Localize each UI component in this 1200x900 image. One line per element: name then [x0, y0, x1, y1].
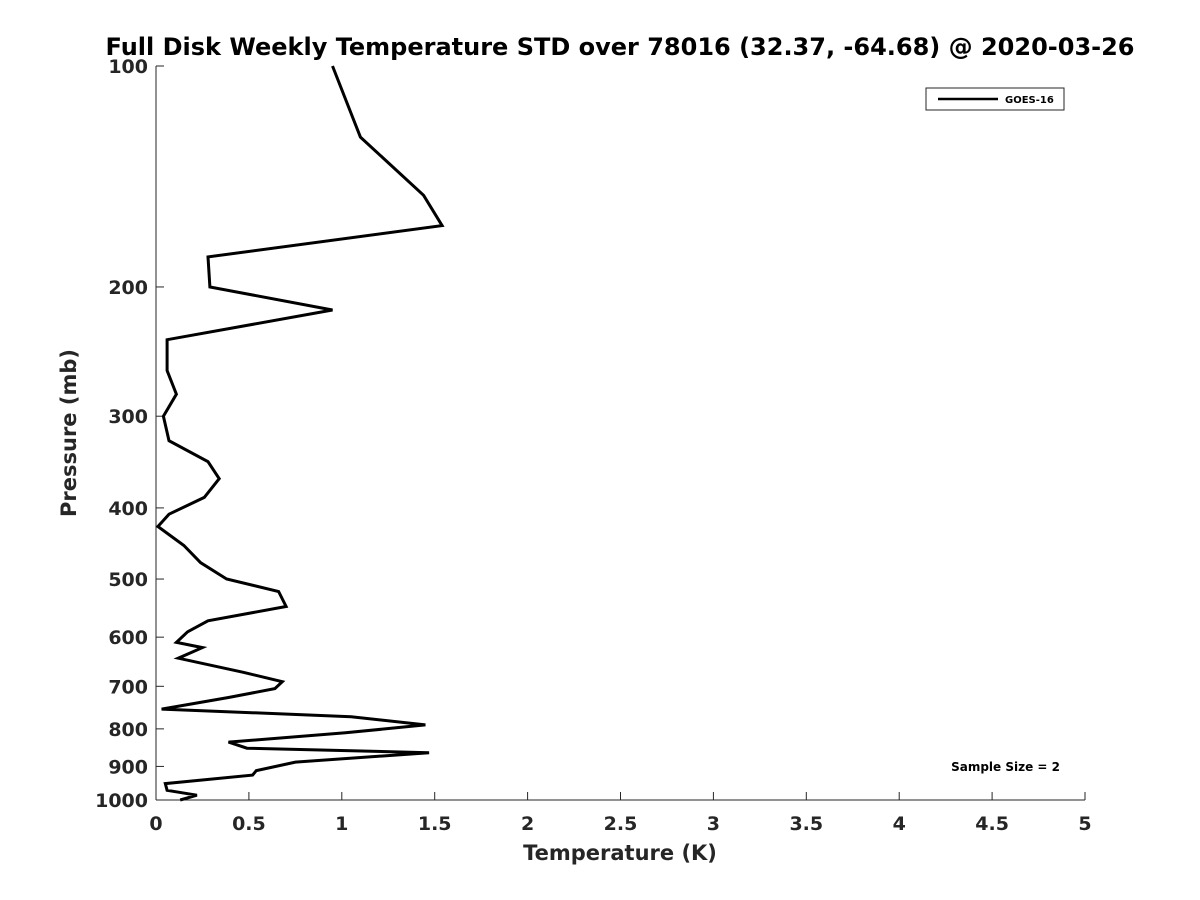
x-tick-label: 4: [893, 813, 906, 835]
series-layer: [155, 65, 445, 802]
y-tick-label: 600: [108, 627, 148, 649]
y-tick-label: 1000: [95, 790, 148, 812]
x-tick-label: 3.5: [789, 813, 823, 835]
y-tick-label: 300: [108, 406, 148, 428]
y-tick-label: 200: [108, 277, 148, 299]
plot-area: [155, 66, 1085, 801]
legend-label-goes-16: GOES-16: [1005, 95, 1054, 106]
y-tick-label: 100: [108, 56, 148, 78]
y-tick-label: 800: [108, 719, 148, 741]
y-axis-ticks: 100 200 300 400 500 600 700 800 900 1000: [95, 56, 164, 812]
chart-title: Full Disk Weekly Temperature STD over 78…: [106, 33, 1135, 61]
y-tick-label: 500: [108, 569, 148, 591]
x-tick-label: 3: [707, 813, 720, 835]
series-line-goes-16: [155, 65, 445, 802]
x-axis-ticks: 0 0.5 1 1.5 2 2.5 3 3.5 4 4.5 5: [149, 792, 1092, 835]
x-tick-label: 4.5: [975, 813, 1009, 835]
x-tick-label: 2: [521, 813, 534, 835]
y-tick-label: 400: [108, 498, 148, 520]
x-tick-label: 5: [1078, 813, 1091, 835]
x-tick-label: 1.5: [418, 813, 452, 835]
legend: GOES-16: [925, 87, 1065, 111]
x-tick-label: 1: [335, 813, 348, 835]
sample-size-annotation: Sample Size = 2: [951, 760, 1060, 774]
x-tick-label: 0.5: [232, 813, 266, 835]
y-axis-label: Pressure (mb): [57, 349, 81, 517]
y-tick-label: 700: [108, 676, 148, 698]
y-tick-label: 900: [108, 756, 148, 778]
x-tick-label: 0: [149, 813, 162, 835]
x-tick-label: 2.5: [604, 813, 638, 835]
x-axis-label: Temperature (K): [523, 841, 717, 865]
